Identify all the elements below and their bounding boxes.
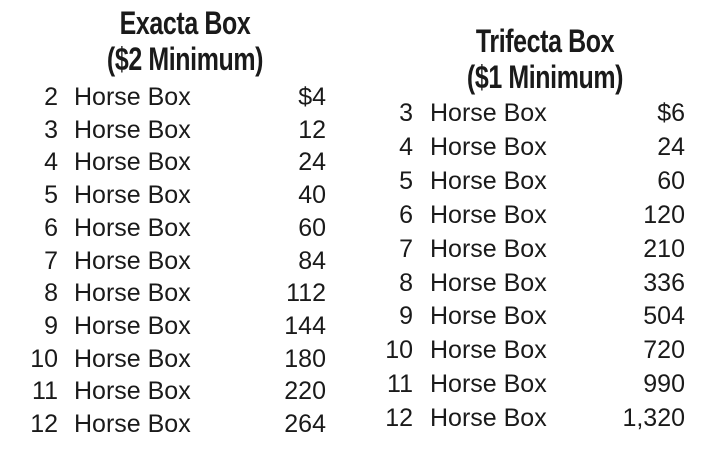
box-cost: $6 <box>657 99 685 127</box>
box-cost: 210 <box>643 234 685 263</box>
table-row: 9 Horse Box 144 <box>0 310 340 342</box>
horse-count: 6 <box>399 200 413 229</box>
horse-count: 12 <box>30 410 58 438</box>
box-cost: 220 <box>284 377 326 406</box>
row-label: Horse Box <box>430 200 547 229</box>
box-cost: 144 <box>284 311 326 340</box>
row-label: Horse Box <box>74 246 191 275</box>
box-cost: 720 <box>643 336 685 365</box>
horse-count: 4 <box>44 148 58 177</box>
exacta-subtitle: ($2 Minimum) <box>106 41 264 77</box>
table-row: 4 Horse Box 24 <box>360 131 700 163</box>
horse-count: 8 <box>399 268 413 297</box>
horse-count: 11 <box>387 370 413 399</box>
horse-count: 11 <box>32 377 58 406</box>
box-cost: 12 <box>298 115 326 144</box>
horse-count: 12 <box>385 404 413 433</box>
horse-count: 10 <box>30 344 58 373</box>
row-label: Horse Box <box>430 132 547 161</box>
row-label: Horse Box <box>74 83 191 111</box>
table-row: 10 Horse Box 720 <box>360 334 700 366</box>
box-cost: 24 <box>657 132 685 161</box>
box-cost: 40 <box>298 181 326 210</box>
trifecta-subtitle: ($1 Minimum) <box>466 59 624 95</box>
exacta-title: Exacta Box <box>119 5 251 41</box>
table-row: 3 Horse Box $6 <box>360 97 700 129</box>
horse-count: 7 <box>399 234 413 263</box>
table-row: 10 Horse Box 180 <box>0 343 340 375</box>
table-row: 12 Horse Box 264 <box>0 408 340 440</box>
box-cost: 60 <box>298 213 326 242</box>
box-cost: 504 <box>643 302 685 331</box>
row-label: Horse Box <box>430 302 547 331</box>
horse-count: 8 <box>44 279 58 308</box>
box-cost: 112 <box>286 279 326 308</box>
box-cost: 24 <box>298 148 326 177</box>
horse-count: 5 <box>399 166 413 195</box>
row-label: Horse Box <box>74 410 191 438</box>
row-label: Horse Box <box>430 370 547 399</box>
table-row: 6 Horse Box 120 <box>360 199 700 231</box>
table-row: 7 Horse Box 84 <box>0 245 340 277</box>
horse-count: 3 <box>44 115 58 144</box>
row-label: Horse Box <box>430 336 547 365</box>
row-label: Horse Box <box>430 268 547 297</box>
box-cost: 990 <box>643 370 685 399</box>
table-row: 5 Horse Box 60 <box>360 165 700 197</box>
table-row: 2 Horse Box $4 <box>0 81 340 113</box>
table-row: 8 Horse Box 336 <box>360 267 700 299</box>
table-row: 5 Horse Box 40 <box>0 179 340 211</box>
row-label: Horse Box <box>74 148 191 177</box>
box-cost: 336 <box>643 268 685 297</box>
table-row: 7 Horse Box 210 <box>360 233 700 265</box>
horse-count: 5 <box>44 181 58 210</box>
box-cost: 180 <box>284 344 326 373</box>
row-label: Horse Box <box>74 377 191 406</box>
row-label: Horse Box <box>430 166 547 195</box>
horse-count: 6 <box>44 213 58 242</box>
row-label: Horse Box <box>430 234 547 263</box>
box-cost: 1,320 <box>622 404 685 433</box>
table-row: 12 Horse Box 1,320 <box>360 402 700 434</box>
row-label: Horse Box <box>430 404 547 433</box>
trifecta-title: Trifecta Box <box>475 23 615 59</box>
row-label: Horse Box <box>74 279 191 308</box>
table-row: 4 Horse Box 24 <box>0 146 340 178</box>
horse-count: 9 <box>44 311 58 340</box>
box-cost: 264 <box>284 410 326 438</box>
table-row: 9 Horse Box 504 <box>360 300 700 332</box>
horse-count: 3 <box>399 99 413 127</box>
horse-count: 7 <box>44 246 58 275</box>
box-cost: 120 <box>643 200 685 229</box>
box-cost: 60 <box>657 166 685 195</box>
row-label: Horse Box <box>74 344 191 373</box>
row-label: Horse Box <box>74 181 191 210</box>
row-label: Horse Box <box>74 213 191 242</box>
row-label: Horse Box <box>74 115 191 144</box>
table-row: 3 Horse Box 12 <box>0 114 340 146</box>
horse-count: 2 <box>44 83 58 111</box>
horse-count: 4 <box>399 132 413 161</box>
table-row: 8 Horse Box 112 <box>0 277 340 309</box>
horse-count: 10 <box>385 336 413 365</box>
table-row: 11 Horse Box 990 <box>360 368 700 400</box>
horse-count: 9 <box>399 302 413 331</box>
table-row: 6 Horse Box 60 <box>0 212 340 244</box>
row-label: Horse Box <box>74 311 191 340</box>
box-cost: 84 <box>298 246 326 275</box>
table-row: 11 Horse Box 220 <box>0 375 340 407</box>
box-cost: $4 <box>298 83 326 111</box>
row-label: Horse Box <box>430 99 547 127</box>
